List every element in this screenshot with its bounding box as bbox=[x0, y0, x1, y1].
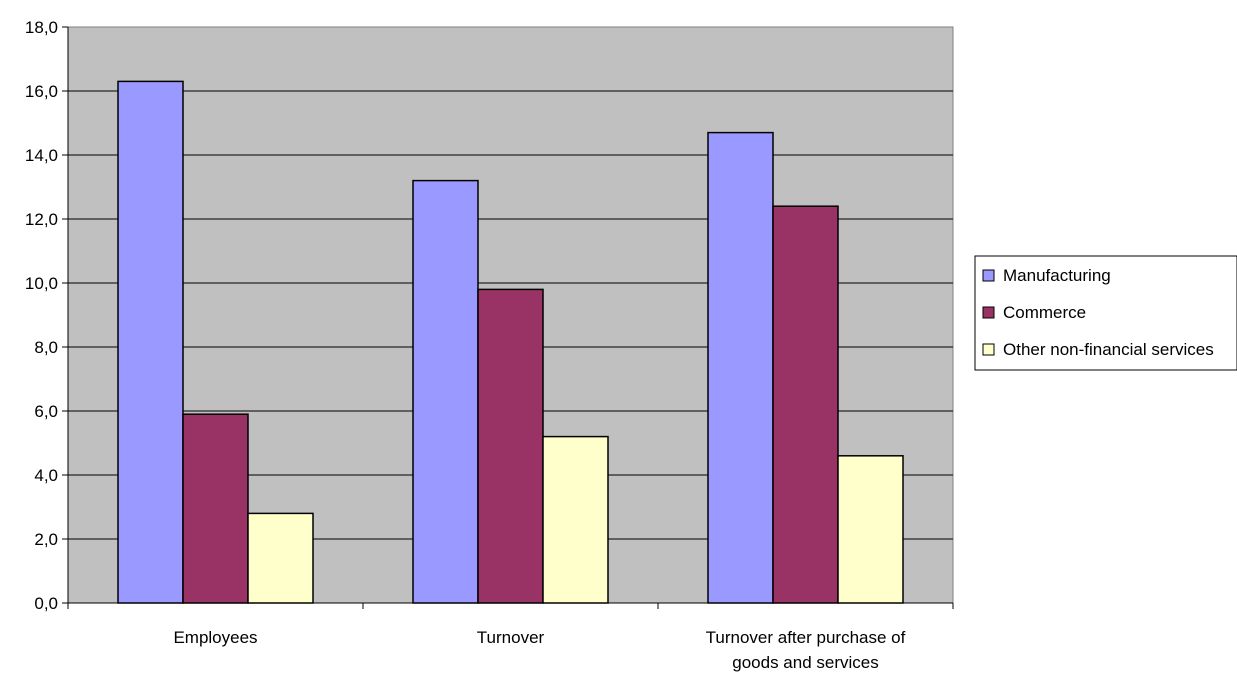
bar-manufacturing-3 bbox=[707, 131, 774, 604]
bar-other-non-financial-services-3 bbox=[837, 455, 904, 604]
y-tick-label: 12,0 bbox=[25, 210, 58, 229]
x-category-label: Employees bbox=[173, 628, 257, 647]
y-tick-label: 2,0 bbox=[34, 530, 58, 549]
legend-swatch bbox=[982, 269, 995, 282]
x-category-label: Turnover after purchase of goods and serv… bbox=[706, 628, 906, 672]
y-tick-label: 6,0 bbox=[34, 402, 58, 421]
x-category-label: Turnover bbox=[477, 628, 545, 647]
bar-commerce-1 bbox=[182, 413, 249, 604]
bar-manufacturing-2 bbox=[412, 179, 479, 604]
legend-swatch bbox=[982, 306, 995, 319]
axes bbox=[67, 27, 954, 609]
bars bbox=[117, 80, 904, 604]
legend-label: Other non-financial services bbox=[1003, 340, 1214, 359]
bar-other-non-financial-services-2 bbox=[542, 435, 609, 604]
bar-commerce-2 bbox=[477, 288, 544, 604]
bar-other-non-financial-services-1 bbox=[247, 512, 314, 604]
legend-label: Manufacturing bbox=[1003, 266, 1111, 285]
y-tick-label: 10,0 bbox=[25, 274, 58, 293]
y-tick-label: 4,0 bbox=[34, 466, 58, 485]
y-axis-tick-labels: 0,0 2,0 4,0 6,0 8,0 10,0 12,0 14,0 16,0 18,0 bbox=[25, 18, 58, 613]
y-tick-label: 8,0 bbox=[34, 338, 58, 357]
y-tick-label: 16,0 bbox=[25, 82, 58, 101]
y-tick-label: 14,0 bbox=[25, 146, 58, 165]
bar-manufacturing-1 bbox=[117, 80, 184, 604]
legend-box bbox=[974, 255, 1237, 371]
y-tick-label: 18,0 bbox=[25, 18, 58, 37]
x-axis-category-labels: Employees Turnover Turnover after purchase… bbox=[173, 628, 905, 672]
legend-label: Commerce bbox=[1003, 303, 1086, 322]
bar-commerce-3 bbox=[772, 205, 839, 604]
legend: Manufacturing Commerce Other non-financial… bbox=[974, 255, 1237, 371]
y-tick-label: 0,0 bbox=[34, 594, 58, 613]
legend-swatch bbox=[982, 343, 995, 356]
